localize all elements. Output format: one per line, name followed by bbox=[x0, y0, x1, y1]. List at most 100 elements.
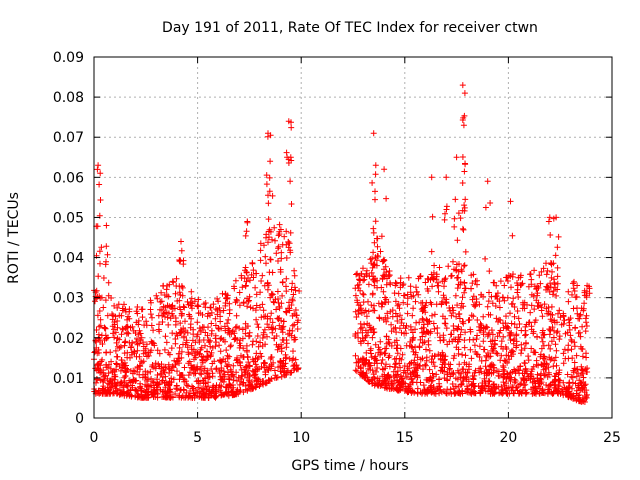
data-point bbox=[114, 353, 121, 360]
data-point bbox=[431, 311, 438, 318]
data-point bbox=[221, 371, 228, 378]
data-point bbox=[143, 378, 150, 384]
data-point bbox=[503, 313, 509, 320]
data-point bbox=[412, 298, 419, 305]
data-point bbox=[189, 394, 196, 401]
data-point bbox=[174, 368, 180, 375]
data-point bbox=[383, 361, 389, 368]
data-point bbox=[103, 258, 109, 265]
data-point bbox=[434, 325, 441, 331]
data-point bbox=[389, 307, 396, 314]
data-point bbox=[546, 214, 553, 221]
data-point bbox=[583, 387, 590, 394]
data-point bbox=[149, 314, 155, 321]
data-point bbox=[549, 324, 556, 331]
data-point bbox=[519, 305, 526, 312]
data-point bbox=[254, 375, 260, 382]
data-point bbox=[364, 320, 371, 327]
data-point bbox=[448, 312, 455, 319]
data-point bbox=[207, 337, 214, 344]
data-point bbox=[523, 339, 529, 346]
data-point bbox=[520, 301, 527, 308]
data-point bbox=[371, 329, 378, 336]
data-point bbox=[158, 370, 165, 377]
data-point bbox=[536, 272, 543, 279]
data-point bbox=[267, 315, 274, 322]
data-point bbox=[528, 373, 535, 380]
data-point bbox=[461, 285, 468, 292]
data-point bbox=[165, 361, 172, 368]
data-point bbox=[184, 329, 191, 336]
data-point bbox=[371, 360, 378, 367]
data-point bbox=[244, 353, 251, 360]
data-point bbox=[247, 304, 254, 311]
data-point bbox=[257, 257, 264, 264]
x-tick-labels: 0 5 10 15 20 25 bbox=[90, 430, 621, 446]
data-point bbox=[507, 337, 514, 343]
data-point bbox=[209, 370, 216, 377]
data-point bbox=[465, 378, 472, 385]
data-point bbox=[223, 295, 230, 302]
data-point bbox=[226, 300, 233, 307]
data-point bbox=[122, 308, 129, 315]
data-point bbox=[429, 283, 436, 290]
y-tick-label: 0 bbox=[75, 411, 84, 427]
data-point bbox=[441, 216, 448, 223]
data-point bbox=[584, 365, 591, 372]
data-point bbox=[496, 304, 503, 311]
data-point bbox=[372, 171, 379, 178]
data-point bbox=[550, 334, 557, 341]
data-point bbox=[252, 371, 259, 378]
data-point bbox=[492, 385, 499, 392]
data-point bbox=[257, 339, 264, 346]
data-point bbox=[146, 383, 153, 390]
data-point bbox=[212, 335, 219, 342]
data-point bbox=[137, 330, 144, 337]
data-point bbox=[461, 202, 468, 209]
data-point bbox=[404, 301, 411, 308]
data-point bbox=[118, 357, 125, 363]
data-point bbox=[404, 291, 411, 298]
data-point bbox=[484, 178, 491, 185]
data-point bbox=[185, 372, 192, 379]
data-point bbox=[434, 330, 441, 337]
data-point bbox=[414, 354, 421, 361]
data-point bbox=[134, 394, 141, 400]
data-point bbox=[352, 292, 359, 299]
data-point bbox=[520, 386, 526, 393]
data-point bbox=[496, 316, 503, 323]
data-point bbox=[225, 329, 231, 336]
data-point bbox=[547, 284, 554, 291]
data-point bbox=[212, 306, 219, 312]
data-point bbox=[501, 368, 508, 375]
data-point bbox=[252, 361, 259, 368]
data-point bbox=[461, 337, 468, 344]
data-point bbox=[117, 343, 124, 350]
data-point bbox=[469, 296, 476, 303]
data-point bbox=[372, 162, 379, 169]
data-point bbox=[123, 324, 130, 330]
data-point bbox=[503, 380, 509, 387]
data-point bbox=[447, 386, 454, 393]
data-point bbox=[527, 309, 534, 316]
data-point bbox=[132, 386, 139, 393]
data-point bbox=[566, 319, 573, 326]
data-point bbox=[133, 353, 140, 360]
data-point bbox=[410, 305, 417, 312]
data-point bbox=[436, 264, 443, 271]
data-point bbox=[275, 316, 282, 322]
data-point bbox=[118, 331, 125, 338]
data-point bbox=[205, 379, 212, 386]
data-point bbox=[546, 331, 553, 338]
data-point bbox=[96, 308, 103, 314]
data-point bbox=[114, 304, 121, 311]
data-point bbox=[112, 347, 119, 354]
data-point bbox=[103, 243, 110, 250]
data-point bbox=[226, 384, 232, 391]
data-point bbox=[114, 335, 121, 342]
data-point bbox=[454, 326, 461, 333]
data-point bbox=[94, 361, 101, 368]
data-point bbox=[574, 282, 581, 289]
data-point bbox=[569, 379, 576, 386]
data-point bbox=[583, 323, 590, 329]
